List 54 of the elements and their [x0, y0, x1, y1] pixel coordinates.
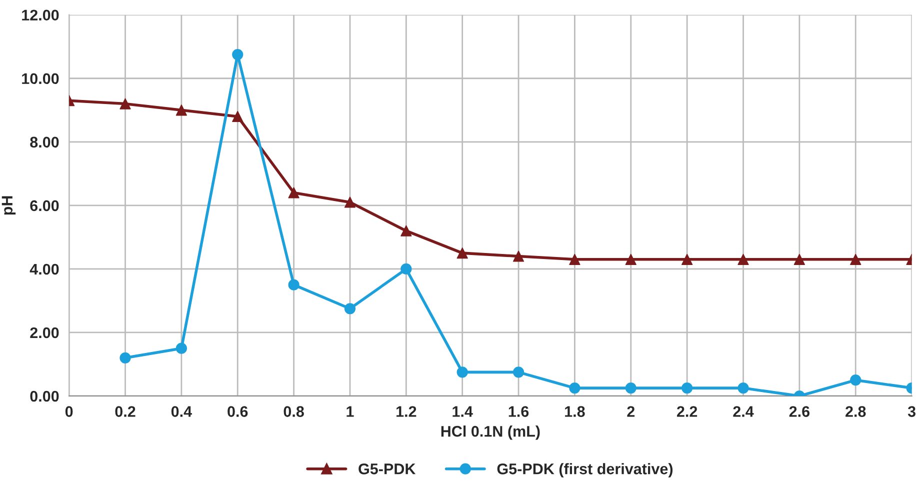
point	[120, 352, 131, 364]
point	[738, 382, 749, 394]
x-tick-label: 1.8	[565, 406, 585, 417]
y-tick-label: 12.00	[22, 10, 59, 21]
y-tick-label: 0.00	[30, 390, 59, 402]
point	[288, 187, 300, 198]
y-tick-label: 2.00	[30, 327, 59, 338]
point	[625, 254, 636, 265]
x-tick-label: 0	[65, 406, 73, 417]
x-tick-label: 2.4	[733, 406, 754, 417]
x-tick-label: 0.4	[171, 406, 192, 417]
x-tick-label: 1	[346, 406, 354, 417]
x-tick-label: 0.2	[115, 406, 136, 417]
x-axis-title: HCl 0.1N (mL)	[441, 426, 540, 440]
point	[850, 374, 862, 386]
point	[456, 366, 468, 378]
legend-label: G5-PDK	[358, 464, 416, 474]
x-tick-label: 2	[627, 406, 635, 417]
point	[288, 279, 300, 290]
point	[176, 342, 188, 354]
y-tick-label: 10.00	[22, 73, 59, 84]
x-tick-label: 3	[908, 406, 916, 417]
point	[569, 254, 580, 265]
x-tick-label: 1.6	[508, 406, 529, 417]
point	[625, 382, 636, 394]
point	[400, 263, 412, 275]
y-tick-label: 8.00	[30, 136, 59, 148]
x-tick-label: 0.6	[228, 406, 248, 417]
y-tick-label: 4.00	[30, 264, 59, 275]
y-axis-title: pH	[2, 196, 16, 215]
point	[512, 250, 524, 262]
point	[400, 225, 412, 236]
x-tick-label: 1.2	[396, 406, 416, 417]
point	[682, 382, 693, 394]
point	[456, 248, 468, 259]
x-tick-label: 1.4	[452, 406, 473, 417]
point	[850, 254, 862, 265]
point	[738, 254, 749, 265]
legend-label: G5-PDK (first derivative)	[497, 463, 673, 478]
point	[794, 254, 805, 265]
point	[569, 382, 580, 394]
x-tick-label: 2.6	[789, 406, 810, 417]
point	[344, 303, 356, 314]
point	[120, 98, 131, 110]
point	[232, 48, 244, 60]
point	[232, 110, 244, 122]
point	[344, 196, 356, 208]
point	[512, 366, 524, 378]
x-tick-label: 2.2	[676, 406, 698, 417]
x-tick-label: 2.8	[846, 406, 866, 417]
x-tick-label: 0.8	[284, 406, 304, 417]
y-tick-label: 6.00	[30, 200, 59, 212]
point	[682, 254, 693, 265]
point	[176, 104, 188, 116]
